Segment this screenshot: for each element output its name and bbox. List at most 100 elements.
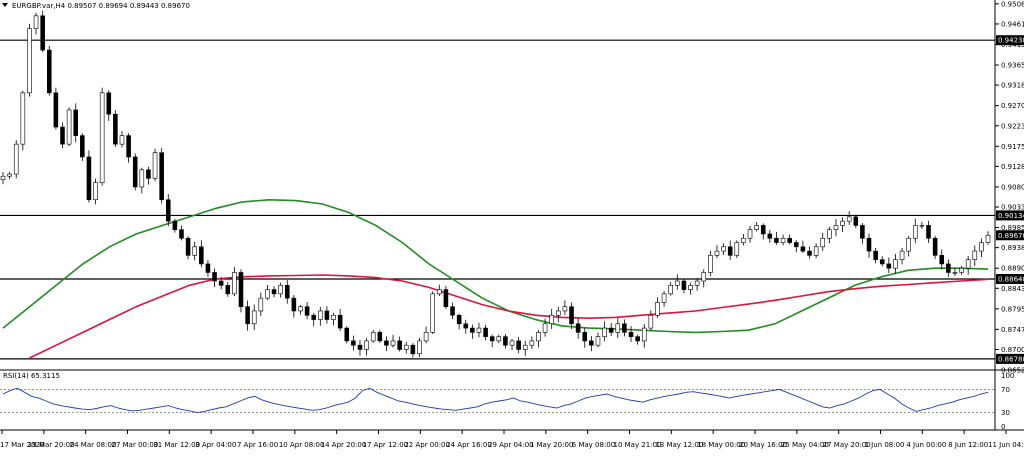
candle-up bbox=[952, 272, 958, 274]
x-tick-label: 3 Apr 04:00 bbox=[195, 441, 236, 449]
candle-up bbox=[985, 234, 991, 243]
candle-up bbox=[66, 109, 72, 145]
candle-down bbox=[608, 327, 614, 333]
x-tick-label: 17 Apr 12:00 bbox=[363, 441, 409, 449]
candle-up bbox=[298, 306, 303, 312]
candle-up bbox=[251, 310, 257, 325]
candle-down bbox=[470, 327, 475, 333]
candle-down bbox=[879, 259, 885, 265]
menu-triangle-icon[interactable] bbox=[2, 3, 8, 7]
candle-down bbox=[932, 237, 938, 256]
candle-down bbox=[589, 340, 594, 346]
candle-up bbox=[27, 28, 32, 94]
candle-down bbox=[159, 152, 164, 201]
candle-down bbox=[853, 216, 859, 226]
candle-up bbox=[893, 259, 898, 269]
candle-down bbox=[146, 169, 151, 179]
candle-down bbox=[503, 336, 508, 346]
candle-up bbox=[741, 237, 746, 243]
candle-down bbox=[489, 336, 495, 342]
x-tick-label: 10 Apr 08:00 bbox=[279, 441, 325, 449]
candle-up bbox=[840, 220, 845, 226]
candle-down bbox=[443, 289, 449, 307]
candle-up bbox=[331, 314, 336, 320]
candle-up bbox=[846, 216, 852, 222]
candle-down bbox=[628, 332, 634, 337]
x-tick-label: 10 May 21:00 bbox=[614, 441, 662, 449]
candle-up bbox=[827, 229, 832, 239]
candle-down bbox=[760, 225, 766, 235]
candle-up bbox=[390, 340, 396, 346]
candle-down bbox=[311, 314, 316, 320]
x-tick-label: 27 Mar 00:00 bbox=[112, 441, 159, 449]
rsi-axis-label: 0 bbox=[1001, 423, 1005, 431]
y-tick-label: 0.86520 bbox=[1001, 367, 1024, 375]
candle-down bbox=[53, 92, 59, 128]
candle-up bbox=[595, 336, 601, 346]
current-price-box bbox=[996, 230, 1024, 241]
candle-down bbox=[60, 126, 65, 145]
rsi-axis-label: 100 bbox=[1001, 372, 1014, 380]
candle-up bbox=[648, 314, 654, 329]
candle-down bbox=[291, 297, 297, 312]
candle-down bbox=[794, 242, 799, 248]
green-moving-average bbox=[2, 198, 989, 334]
candle-down bbox=[377, 332, 383, 342]
candle-up bbox=[430, 293, 435, 333]
candle-up bbox=[833, 225, 839, 230]
candle-up bbox=[959, 267, 964, 273]
candle-down bbox=[337, 314, 343, 329]
candle-down bbox=[787, 237, 792, 243]
x-tick-label: 8 Jun 12:00 bbox=[948, 441, 988, 449]
candle-up bbox=[675, 280, 680, 286]
candle-down bbox=[860, 225, 865, 239]
candle-down bbox=[946, 263, 951, 273]
candle-down bbox=[622, 323, 627, 333]
candle-up bbox=[476, 327, 482, 333]
level-price-box bbox=[996, 35, 1024, 46]
candle-down bbox=[384, 340, 389, 346]
candle-down bbox=[344, 327, 350, 342]
candle-down bbox=[106, 92, 112, 115]
candle-up bbox=[602, 327, 607, 337]
candle-down bbox=[225, 285, 231, 295]
x-tick-label: 7 Apr 16:00 bbox=[237, 441, 278, 449]
candle-down bbox=[218, 280, 224, 286]
candle-up bbox=[972, 250, 978, 260]
candle-up bbox=[734, 242, 740, 256]
candle-down bbox=[873, 250, 878, 260]
rsi-line bbox=[2, 387, 989, 414]
candle-up bbox=[278, 285, 283, 295]
x-tick-label: 13 May 12:00 bbox=[655, 441, 703, 449]
candle-up bbox=[556, 310, 561, 316]
level-price-box bbox=[996, 210, 1024, 221]
rsi-panel: 100 70 30 0 bbox=[0, 372, 1014, 431]
candle-up bbox=[423, 332, 429, 342]
candle-up bbox=[522, 344, 528, 350]
candle-down bbox=[271, 289, 277, 295]
candle-up bbox=[661, 293, 667, 303]
candle-down bbox=[205, 263, 211, 273]
level-price-label: 0.88648 bbox=[998, 275, 1024, 283]
candle-up bbox=[694, 280, 700, 286]
candle-down bbox=[357, 344, 363, 350]
level-price-box bbox=[996, 273, 1024, 284]
moving-averages bbox=[2, 198, 989, 359]
red-moving-average bbox=[29, 274, 989, 359]
candle-down bbox=[886, 263, 892, 269]
candle-down bbox=[179, 229, 184, 239]
candle-up bbox=[655, 302, 660, 316]
x-tick-label: 11 Jun 04:00 bbox=[988, 441, 1024, 449]
level-price-label: 0.90134 bbox=[998, 212, 1024, 220]
candle-up bbox=[747, 229, 753, 239]
candle-up bbox=[0, 175, 6, 180]
